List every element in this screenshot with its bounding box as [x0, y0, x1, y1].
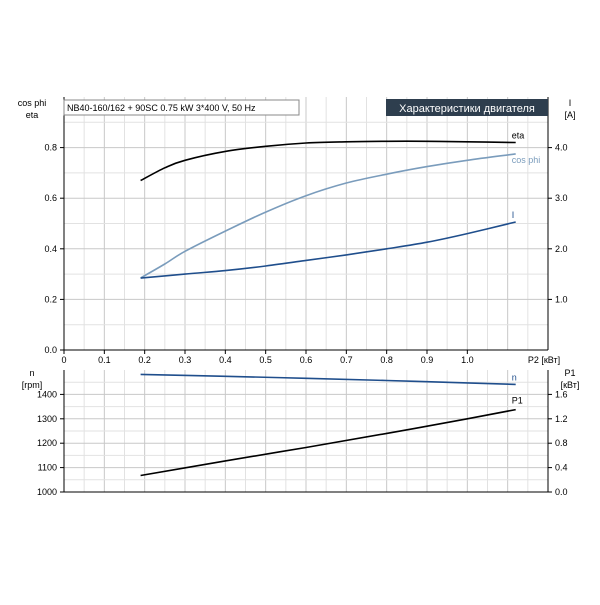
tick-label-right-bottom: 1.6 [555, 389, 568, 399]
series-line-cos-phi [140, 153, 516, 279]
y-axis-label-right-top: [A] [564, 110, 575, 120]
tick-label-left-top: 0.8 [44, 143, 57, 153]
series-label-cos-phi: cos phi [512, 155, 541, 165]
tick-label-right-top: 4.0 [555, 143, 568, 153]
y-axis-label-left-bottom: [rpm] [22, 380, 43, 390]
series-label-n: n [512, 372, 517, 382]
series-line-n [140, 373, 516, 386]
tick-label-right-top: 1.0 [555, 294, 568, 304]
series-label-p1: P1 [512, 396, 523, 406]
title-box: Характеристики двигателя [386, 99, 548, 116]
panel-bottom [60, 370, 552, 493]
tick-label-left-top: 0.2 [44, 294, 57, 304]
y-axis-label-left-bottom: n [29, 368, 34, 378]
tick-label-left-top: 0.0 [44, 345, 57, 355]
tick-label-left-bottom: 1200 [37, 438, 57, 448]
model-label: NB40-160/162 + 90SC 0.75 kW 3*400 V, 50 … [67, 103, 256, 113]
tick-label-left-bottom: 1400 [37, 389, 57, 399]
tick-label-x-top: 0.5 [259, 355, 272, 365]
y-axis-label-right-bottom: [кВт] [561, 380, 580, 390]
tick-label-x-top: 0 [61, 355, 66, 365]
tick-label-left-bottom: 1000 [37, 487, 57, 497]
series-label-i: I [512, 210, 515, 220]
chart-title: Характеристики двигателя [399, 103, 535, 115]
series-line-eta [140, 140, 516, 182]
model-label-box: NB40-160/162 + 90SC 0.75 kW 3*400 V, 50 … [63, 99, 300, 116]
x-axis-label: P2 [кВт] [528, 355, 560, 365]
tick-label-x-top: 0.7 [340, 355, 353, 365]
series-line-i [140, 221, 516, 279]
tick-label-x-top: 0.6 [300, 355, 313, 365]
tick-label-right-bottom: 1.2 [555, 414, 568, 424]
tick-label-x-top: 0.1 [98, 355, 111, 365]
tick-label-left-top: 0.4 [44, 244, 57, 254]
tick-label-x-top: 1.0 [461, 355, 474, 365]
tick-label-right-top: 3.0 [555, 193, 568, 203]
tick-label-right-top: 2.0 [555, 244, 568, 254]
y-axis-label-right-bottom: P1 [564, 368, 575, 378]
series-label-eta: eta [512, 131, 525, 141]
y-axis-label-right-top: I [569, 98, 572, 108]
tick-label-left-bottom: 1300 [37, 414, 57, 424]
series-line-p1 [140, 408, 516, 477]
y-axis-label-left-top: cos phi [18, 98, 47, 108]
tick-label-x-top: 0.8 [380, 355, 393, 365]
tick-label-right-bottom: 0.8 [555, 438, 568, 448]
tick-label-x-top: 0.2 [138, 355, 151, 365]
tick-label-left-top: 0.6 [44, 193, 57, 203]
tick-label-x-top: 0.3 [179, 355, 192, 365]
tick-label-right-bottom: 0.0 [555, 487, 568, 497]
tick-label-x-top: 0.9 [421, 355, 434, 365]
tick-label-x-top: 0.4 [219, 355, 232, 365]
tick-label-left-bottom: 1100 [38, 463, 57, 473]
y-axis-label-left-top: eta [26, 110, 39, 120]
tick-label-right-bottom: 0.4 [555, 463, 568, 473]
panel-top [60, 97, 552, 354]
